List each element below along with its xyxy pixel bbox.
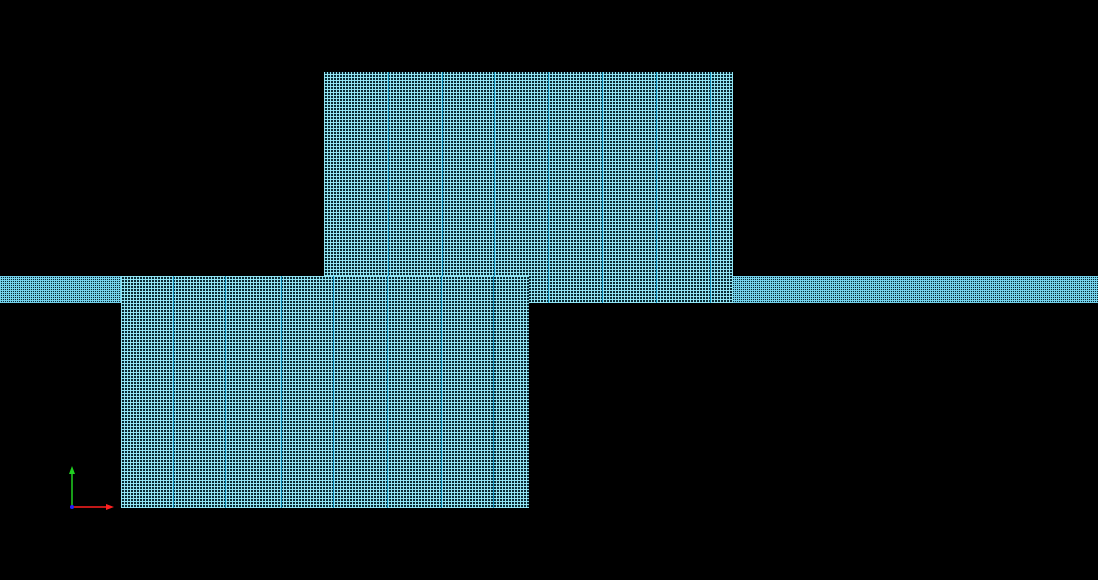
mesh-block-boundary (387, 276, 388, 508)
y-axis-arrowhead (69, 466, 75, 474)
mesh-lower-cavity (121, 276, 529, 508)
mesh-block-boundary (173, 276, 174, 508)
mesh-block-boundary (602, 72, 603, 303)
mesh-block-boundary (710, 72, 711, 303)
mesh-block-boundary (494, 72, 495, 303)
mesh-block-boundary (656, 72, 657, 303)
mesh-block-boundary (442, 72, 443, 303)
mesh-block-boundary (548, 72, 549, 303)
mesh-block-boundary (281, 276, 282, 508)
mesh-block-boundary (388, 72, 389, 303)
x-axis-arrowhead (106, 504, 114, 510)
z-axis-dot (70, 505, 74, 509)
mesh-upper-cavity (324, 72, 733, 303)
axes-triad-graphic (69, 466, 114, 510)
axes-triad-icon (62, 462, 122, 518)
mesh-block-boundary (493, 276, 494, 508)
mesh-block-boundary (441, 276, 442, 508)
mesh-block-boundary (333, 276, 334, 508)
mesh-block-boundary (225, 276, 226, 508)
